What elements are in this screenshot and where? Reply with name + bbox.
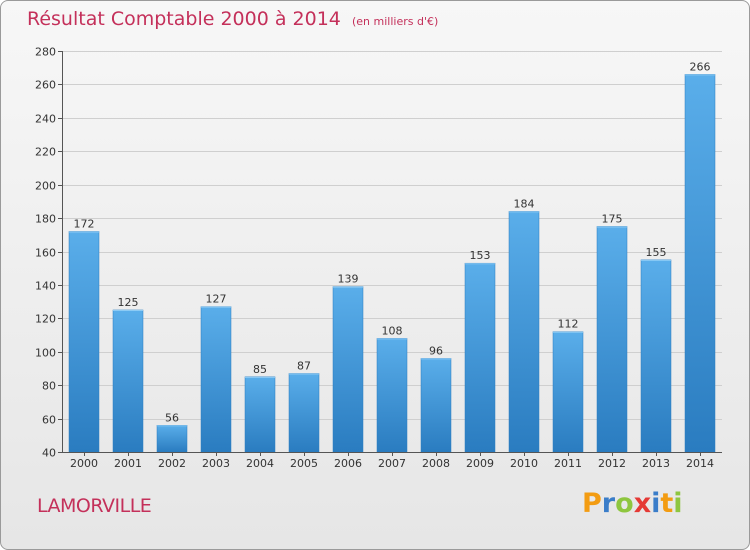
x-tick-label: 2008 [422,457,450,470]
x-tick-label: 2002 [158,457,186,470]
y-tick-label: 160 [35,247,56,260]
bar [376,338,408,453]
x-tick-label: 2010 [510,457,538,470]
bar-value-label: 172 [74,217,95,230]
bar-value-label: 127 [206,293,227,306]
bar-value-label: 56 [165,411,179,424]
x-tick-label: 2011 [554,457,582,470]
place-name: LAMORVILLE [37,495,152,517]
x-tick-label: 2007 [378,457,406,470]
y-tick-label: 80 [42,380,56,393]
y-tick-label: 280 [35,46,56,59]
y-tick-label: 180 [35,213,56,226]
bar-value-label: 266 [690,60,711,73]
x-tick-label: 2004 [246,457,274,470]
x-tick-label: 2006 [334,457,362,470]
bars: 172 125 56 127 85 87 139 108 96 153 184 112 175 155 26… [68,60,716,453]
y-tick-label: 220 [35,146,56,159]
title-text: Résultat Comptable 2000 à 2014 [27,8,341,30]
brand-letter: x [633,488,652,519]
bar [640,259,672,453]
brand-letter: i [673,488,683,519]
bar-value-label: 175 [602,212,623,225]
y-tick-label: 200 [35,180,56,193]
x-tick-label: 2003 [202,457,230,470]
brand-letter: o [615,488,634,519]
bar-value-label: 155 [646,246,667,259]
bar-value-label: 85 [253,363,267,376]
x-tick-label: 2000 [70,457,98,470]
title-unit: (en milliers d'€) [351,15,439,28]
bar-value-label: 112 [558,318,579,331]
y-tick-label: 240 [35,113,56,126]
x-tick-label: 2012 [598,457,626,470]
y-tick-label: 100 [35,347,56,360]
x-tick-label: 2014 [686,457,714,470]
brand-letter: t [660,488,674,519]
bar [684,74,716,453]
bar-value-label: 139 [338,273,359,286]
x-tick-label: 2009 [466,457,494,470]
bar [68,231,100,453]
brand-letter: r [601,488,616,519]
bar-value-label: 87 [297,359,311,372]
brand-logo: Proxiti [582,488,683,519]
bar-value-label: 153 [470,249,491,262]
bar [156,425,188,453]
bar-value-label: 108 [382,324,403,337]
bar [332,286,364,453]
y-axis: 40 60 80 100 120 140 160 180 200 220 240 260 280 [35,46,63,460]
brand-letter: i [651,488,661,519]
bar [112,309,144,453]
bar-value-label: 96 [429,344,443,357]
x-axis: 2000 2001 2002 2003 2004 2005 2006 2007 2008 2009… [62,452,722,470]
bar [464,262,496,453]
bar [552,331,584,453]
y-tick-label: 60 [42,414,56,427]
x-tick-label: 2001 [114,457,142,470]
bar-value-label: 184 [514,197,535,210]
y-tick-label: 40 [42,447,56,460]
y-tick-label: 120 [35,313,56,326]
bar [420,358,452,453]
brand-letter: P [582,488,602,519]
x-tick-label: 2005 [290,457,318,470]
bar [596,226,628,453]
bar [508,211,540,453]
bar-value-label: 125 [118,296,139,309]
x-tick-label: 2013 [642,457,670,470]
y-tick-label: 260 [35,79,56,92]
bar [244,376,276,453]
y-tick-label: 140 [35,280,56,293]
bar [288,373,320,453]
chart-title: Résultat Comptable 2000 à 2014 (en milli… [27,8,438,30]
bar [200,306,232,453]
